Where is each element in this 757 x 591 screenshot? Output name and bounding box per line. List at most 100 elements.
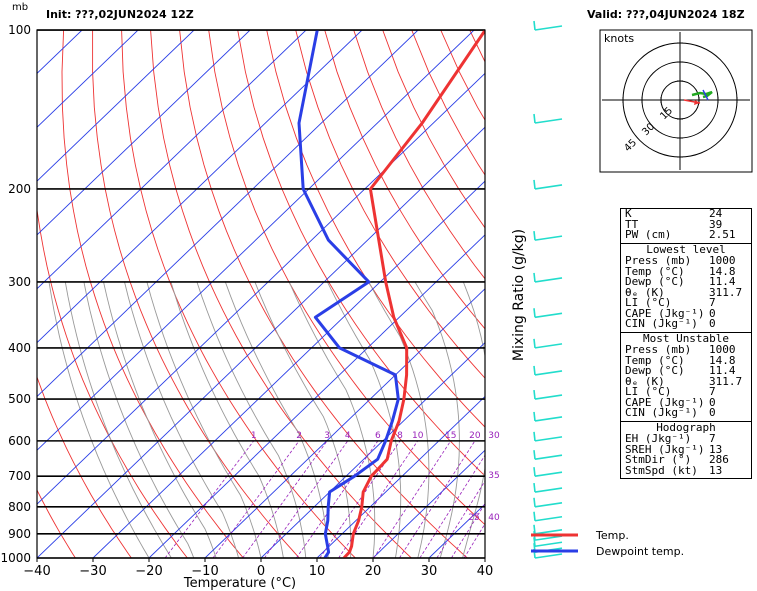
wind-barb	[534, 515, 563, 522]
dry-adiabat	[37, 375, 132, 558]
index-value: 2.51	[709, 228, 736, 241]
wind-barb	[534, 370, 563, 376]
x-axis-label: Temperature (°C)	[183, 576, 296, 591]
mixing-ratio-line	[164, 440, 255, 558]
index-value: 13	[709, 442, 723, 456]
x-tick-label: −30	[79, 564, 106, 579]
wind-barb-flag	[533, 497, 536, 507]
index-row: TT 39	[621, 219, 751, 231]
pressure-label: 300	[8, 275, 31, 289]
wind-barb	[534, 487, 563, 493]
moist-adiabat	[462, 281, 485, 558]
moist-adiabat	[48, 281, 150, 558]
init-time: Init: ???,02JUN2024 12Z	[46, 8, 194, 21]
dry-adiabat	[237, 30, 485, 477]
wind-barb	[534, 184, 563, 190]
pressure-unit: mb	[12, 2, 28, 13]
wind-barb-flag	[533, 179, 536, 190]
isotherm	[37, 30, 251, 236]
dewpoint-profile	[297, 30, 400, 558]
pressure-label: 400	[8, 341, 31, 355]
wind-barb-flag	[533, 411, 536, 422]
isotherm	[37, 30, 195, 182]
index-row: CAPE (Jkg⁻¹) 0	[621, 395, 751, 409]
indices-panel: K 24 TT 39 PW (cm) 2.51 Lowest level Press (m…	[620, 208, 752, 479]
moist-adiabat	[83, 281, 195, 558]
wind-barb	[534, 502, 563, 508]
wind-barb-flag	[533, 365, 536, 375]
indices-hodo: EH (Jkg⁻¹) 7 SREH (Jkg⁻¹) 13 StmDir (°) 286 St…	[621, 432, 751, 478]
x-tick-label: −10	[191, 564, 218, 579]
mixing-ratio-label: 20	[469, 431, 481, 441]
index-row: Dewp (°C) 11.4	[621, 364, 751, 377]
background-lines	[37, 30, 485, 558]
index-key: CAPE (Jkg⁻¹)	[625, 306, 705, 320]
wind-barb	[534, 553, 563, 559]
wind-barb	[534, 312, 563, 319]
index-key: CIN (Jkg⁻¹)	[625, 406, 698, 419]
index-key: CIN (Jkg⁻¹)	[625, 317, 698, 330]
moist-adiabat	[414, 281, 460, 558]
mixing-ratio-label: 15	[445, 431, 456, 441]
pressure-label: 800	[8, 500, 31, 514]
pressure-labels: 100 200 300 400 500 600 700 800 900 1000	[0, 23, 31, 565]
wind-barb	[534, 471, 563, 478]
index-key: StmDir (°)	[625, 453, 692, 466]
mixing-ratio-line	[212, 440, 300, 558]
isotherm	[37, 30, 363, 344]
index-key: EH (Jkg⁻¹)	[625, 432, 692, 445]
isotherm	[37, 126, 485, 558]
isotherm	[92, 180, 485, 558]
isobar-lines	[37, 29, 485, 559]
wind-barb	[534, 454, 563, 461]
index-value: 0	[709, 395, 716, 409]
x-tick-label: 0	[257, 564, 265, 579]
index-value: 311.7	[709, 285, 743, 299]
mixing-ratio-label: 10	[412, 431, 424, 441]
hodograph-mean-wind	[702, 89, 709, 101]
index-row: CIN (Jkg⁻¹) 0	[621, 317, 751, 330]
index-value: 11.4	[709, 275, 736, 288]
dry-adiabat	[37, 206, 188, 558]
moist-adiabat	[124, 281, 240, 558]
index-row: LI (°C) 7	[621, 297, 751, 309]
mixing-ratio-axis-label: Mixing Ratio (g/kg)	[511, 229, 527, 361]
index-row: K 24	[621, 208, 751, 220]
mixing-ratio-line	[451, 502, 485, 558]
index-row: Temp (°C) 14.8	[621, 264, 751, 278]
dry-adiabat	[61, 30, 244, 558]
mixing-ratio-label: 40	[488, 513, 500, 523]
sounding-profiles	[297, 30, 485, 558]
wind-barb-flag	[533, 113, 536, 124]
index-value: 311.7	[709, 374, 743, 388]
mixing-ratio-labels: 1 2 3 4 6 8 10 15 20 25 30 35 40	[251, 431, 500, 523]
dry-adiabat	[121, 30, 356, 558]
index-value: 14.8	[709, 264, 736, 278]
index-row: StmSpd (kt) 13	[621, 463, 751, 477]
moist-adiabat	[196, 281, 307, 558]
pressure-label: 500	[8, 392, 31, 406]
moist-adiabat	[64, 281, 172, 558]
mixing-ratio-label: 3	[324, 431, 330, 441]
index-row: LI (°C) 7	[621, 386, 751, 398]
index-key: θₑ (K)	[625, 285, 665, 299]
index-key: Dewp (°C)	[625, 364, 685, 377]
index-value: 1000	[709, 343, 736, 356]
wind-barb	[534, 535, 563, 541]
legend-temp-label: Temp.	[596, 529, 629, 542]
isotherm	[204, 288, 485, 558]
index-key: CAPE (Jkg⁻¹)	[625, 395, 705, 409]
index-value: 13	[709, 463, 723, 477]
index-key: Temp (°C)	[625, 264, 685, 278]
index-row: CAPE (Jkg⁻¹) 0	[621, 306, 751, 320]
dry-adiabat	[266, 30, 485, 428]
index-value: 0	[709, 317, 716, 330]
index-row: Press (mb) 1000	[621, 255, 751, 267]
wind-barb	[534, 25, 563, 31]
isotherm	[148, 234, 485, 558]
isotherm	[37, 30, 419, 398]
indices-top: K 24 TT 39 PW (cm) 2.51	[621, 208, 751, 243]
isotherm	[37, 30, 475, 451]
